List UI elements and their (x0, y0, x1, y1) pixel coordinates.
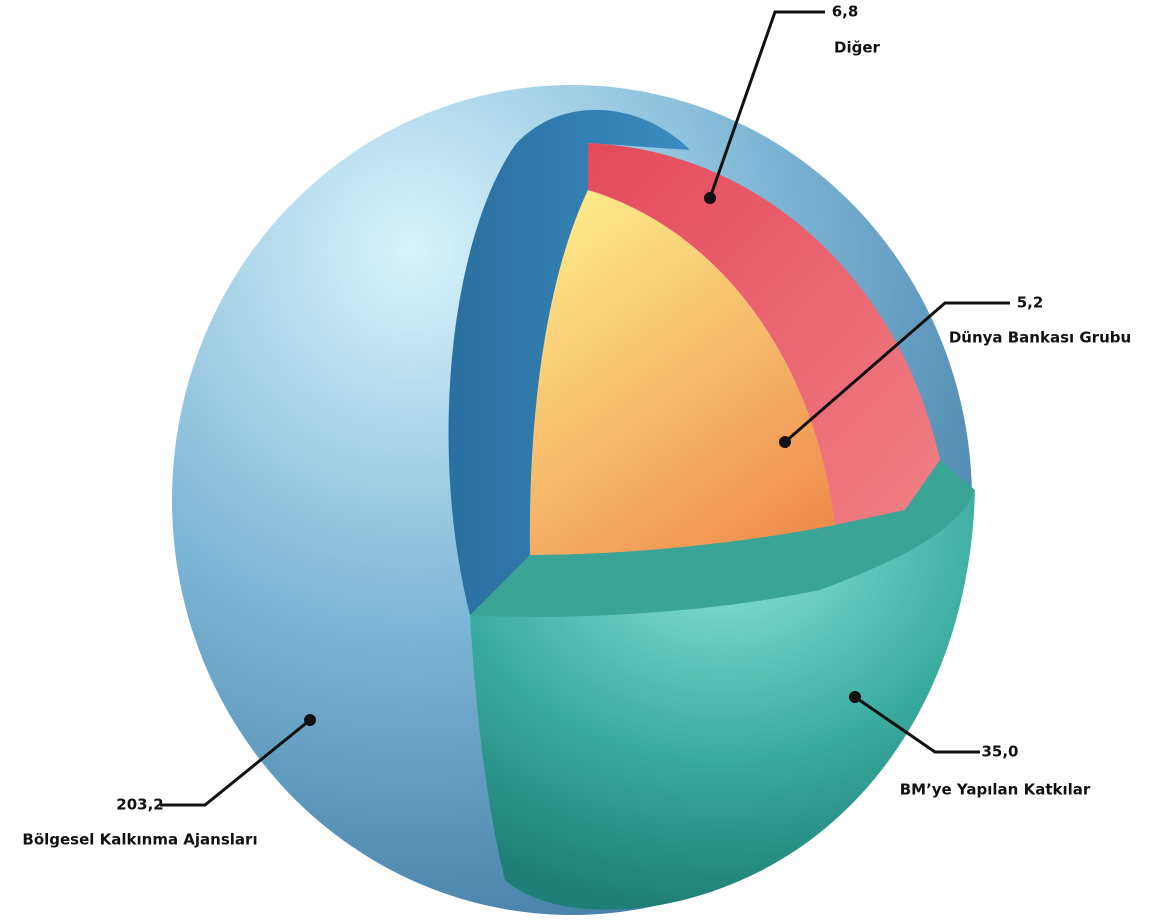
category-label: Diğer (834, 39, 881, 57)
value-label: 35,0 (981, 743, 1018, 761)
category-label: BM’ye Yapılan Katkılar (900, 781, 1091, 799)
label-dot (849, 691, 861, 703)
leader-line (784, 301, 1010, 444)
value-label: 5,2 (1017, 294, 1044, 312)
category-label: Dünya Bankası Grubu (949, 329, 1131, 347)
segment (588, 143, 940, 525)
segment (470, 490, 975, 910)
category-label: Bölgesel Kalkınma Ajansları (22, 831, 257, 849)
leader-line (160, 718, 311, 807)
label-dot (779, 436, 791, 448)
leader-line (854, 695, 980, 754)
segment (529, 190, 835, 555)
label-dot (304, 714, 316, 726)
leader-line (708, 10, 825, 199)
label-dot (704, 192, 716, 204)
labels: 6,8 Diğer 5,2 Dünya Bankası Grubu 35,0 BM’ye … (22, 3, 1131, 849)
value-label: 203,2 (116, 796, 163, 814)
value-label: 6,8 (832, 3, 859, 21)
sphere (172, 85, 975, 915)
segment (470, 460, 975, 617)
